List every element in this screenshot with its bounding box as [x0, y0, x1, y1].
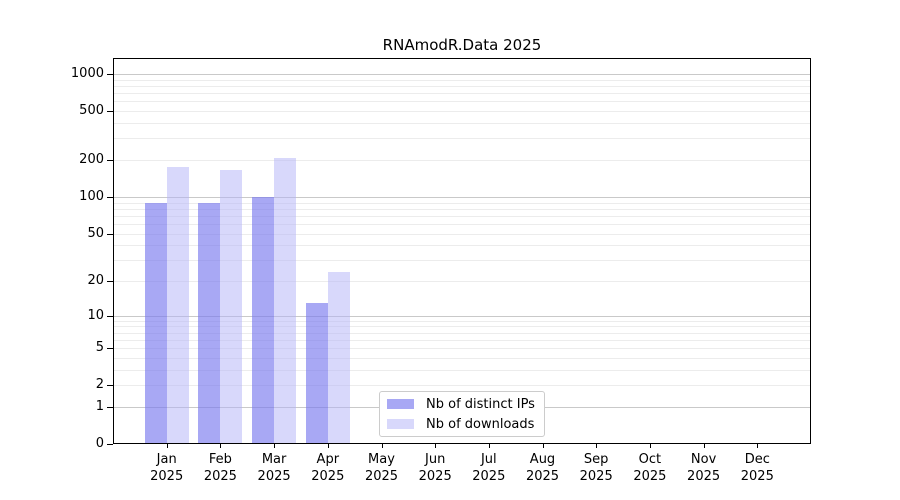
x-tick-label: Jun 2025	[418, 452, 452, 484]
gridline-minor	[113, 326, 811, 328]
x-tick-mark	[596, 444, 598, 448]
x-tick-mark	[488, 444, 490, 448]
x-tick-mark	[435, 444, 437, 448]
gridline-minor	[113, 320, 811, 322]
y-tick-mark	[107, 160, 113, 161]
y-tick-label: 2	[95, 377, 104, 393]
gridline-minor	[113, 101, 811, 103]
gridline-minor	[113, 260, 811, 262]
gridline-major	[113, 74, 811, 75]
legend-label-downloads: Nb of downloads	[426, 416, 535, 432]
x-tick-label: Apr 2025	[311, 452, 345, 484]
y-tick-label: 100	[79, 188, 104, 204]
gridline-major	[113, 315, 811, 317]
gridline-minor	[113, 202, 811, 204]
y-tick-mark	[107, 385, 113, 387]
x-tick-mark	[649, 444, 651, 448]
bar-distinct-ips-mar	[252, 196, 275, 444]
gridline-minor	[113, 208, 811, 210]
gridline-minor	[113, 369, 811, 371]
y-tick-label: 20	[87, 273, 104, 288]
y-tick-mark	[107, 315, 113, 317]
gridline-minor	[113, 233, 811, 235]
y-tick-mark	[107, 281, 113, 282]
y-tick-mark	[107, 111, 113, 113]
legend-label-distinct-ips: Nb of distinct IPs	[426, 396, 535, 412]
x-tick-label: Sep 2025	[579, 452, 613, 484]
y-tick-label: 500	[79, 103, 104, 119]
gridline-minor	[113, 385, 811, 387]
legend-swatch-distinct-ips-icon	[387, 399, 414, 409]
y-tick-mark	[107, 406, 113, 408]
gridline-minor	[113, 138, 811, 140]
x-tick-label: Aug 2025	[525, 452, 560, 484]
y-tick-mark	[107, 348, 113, 350]
x-tick-label: Mar 2025	[257, 452, 291, 484]
x-tick-label: Feb 2025	[203, 452, 237, 484]
gridline-minor	[113, 111, 811, 113]
x-tick-mark	[381, 444, 383, 448]
gridline-minor	[113, 245, 811, 247]
legend-item-distinct-ips: Nb of distinct IPs	[387, 396, 544, 413]
x-tick-label: Jul 2025	[472, 452, 506, 484]
gridline-major	[113, 196, 811, 198]
y-tick-mark	[107, 196, 113, 198]
x-tick-label: Oct 2025	[633, 452, 667, 484]
gridline-minor	[113, 79, 811, 81]
x-tick-mark	[220, 444, 222, 448]
y-tick-label: 200	[79, 152, 104, 167]
bar-downloads-apr	[327, 271, 350, 444]
x-tick-mark	[327, 444, 329, 448]
gridline-minor	[113, 223, 811, 225]
x-tick-mark	[166, 444, 168, 448]
x-tick-mark	[542, 444, 544, 448]
y-tick-label: 1000	[70, 66, 104, 81]
gridline-minor	[113, 160, 811, 161]
bar-distinct-ips-jan	[144, 202, 167, 444]
y-tick-label: 5	[95, 340, 104, 356]
bar-downloads-jan	[166, 166, 189, 444]
x-tick-label: Jan 2025	[150, 452, 184, 484]
x-tick-label: Dec 2025	[740, 452, 774, 484]
legend-item-downloads: Nb of downloads	[387, 416, 544, 433]
gridline-minor	[113, 123, 811, 124]
y-tick-label: 1	[95, 398, 104, 414]
x-tick-mark	[757, 444, 759, 448]
gridline-minor	[113, 332, 811, 334]
bar-downloads-feb	[220, 170, 243, 444]
gridline-minor	[113, 348, 811, 350]
x-tick-label: May 2025	[364, 452, 399, 484]
gridline-minor	[113, 215, 811, 217]
x-tick-label: Nov 2025	[687, 452, 721, 484]
bar-downloads-mar	[274, 158, 297, 444]
bar-distinct-ips-feb	[198, 202, 221, 444]
x-tick-mark	[274, 444, 276, 448]
y-tick-mark	[107, 444, 113, 445]
gridline-minor	[113, 281, 811, 282]
bar-distinct-ips-apr	[305, 302, 328, 444]
gridline-minor	[113, 86, 811, 87]
chart-title: RNAmodR.Data 2025	[382, 36, 542, 54]
legend: Nb of distinct IPs Nb of downloads	[379, 391, 545, 437]
y-tick-mark	[107, 74, 113, 75]
gridline-minor	[113, 357, 811, 359]
y-tick-mark	[107, 233, 113, 235]
x-tick-mark	[703, 444, 705, 448]
y-tick-label: 50	[87, 225, 104, 241]
gridline-minor	[113, 339, 811, 341]
gridline-minor	[113, 93, 811, 95]
legend-swatch-downloads-icon	[387, 419, 414, 429]
plot-area	[113, 58, 811, 444]
y-tick-label: 0	[95, 436, 104, 451]
y-tick-label: 10	[87, 307, 104, 323]
